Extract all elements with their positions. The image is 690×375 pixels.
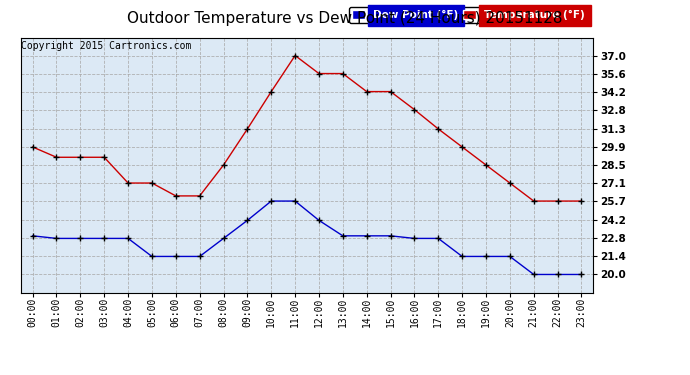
- Legend: Dew Point (°F), Temperature (°F): Dew Point (°F), Temperature (°F): [349, 7, 588, 23]
- Text: Copyright 2015 Cartronics.com: Copyright 2015 Cartronics.com: [21, 41, 191, 51]
- Text: Outdoor Temperature vs Dew Point (24 Hours) 20151128: Outdoor Temperature vs Dew Point (24 Hou…: [127, 11, 563, 26]
